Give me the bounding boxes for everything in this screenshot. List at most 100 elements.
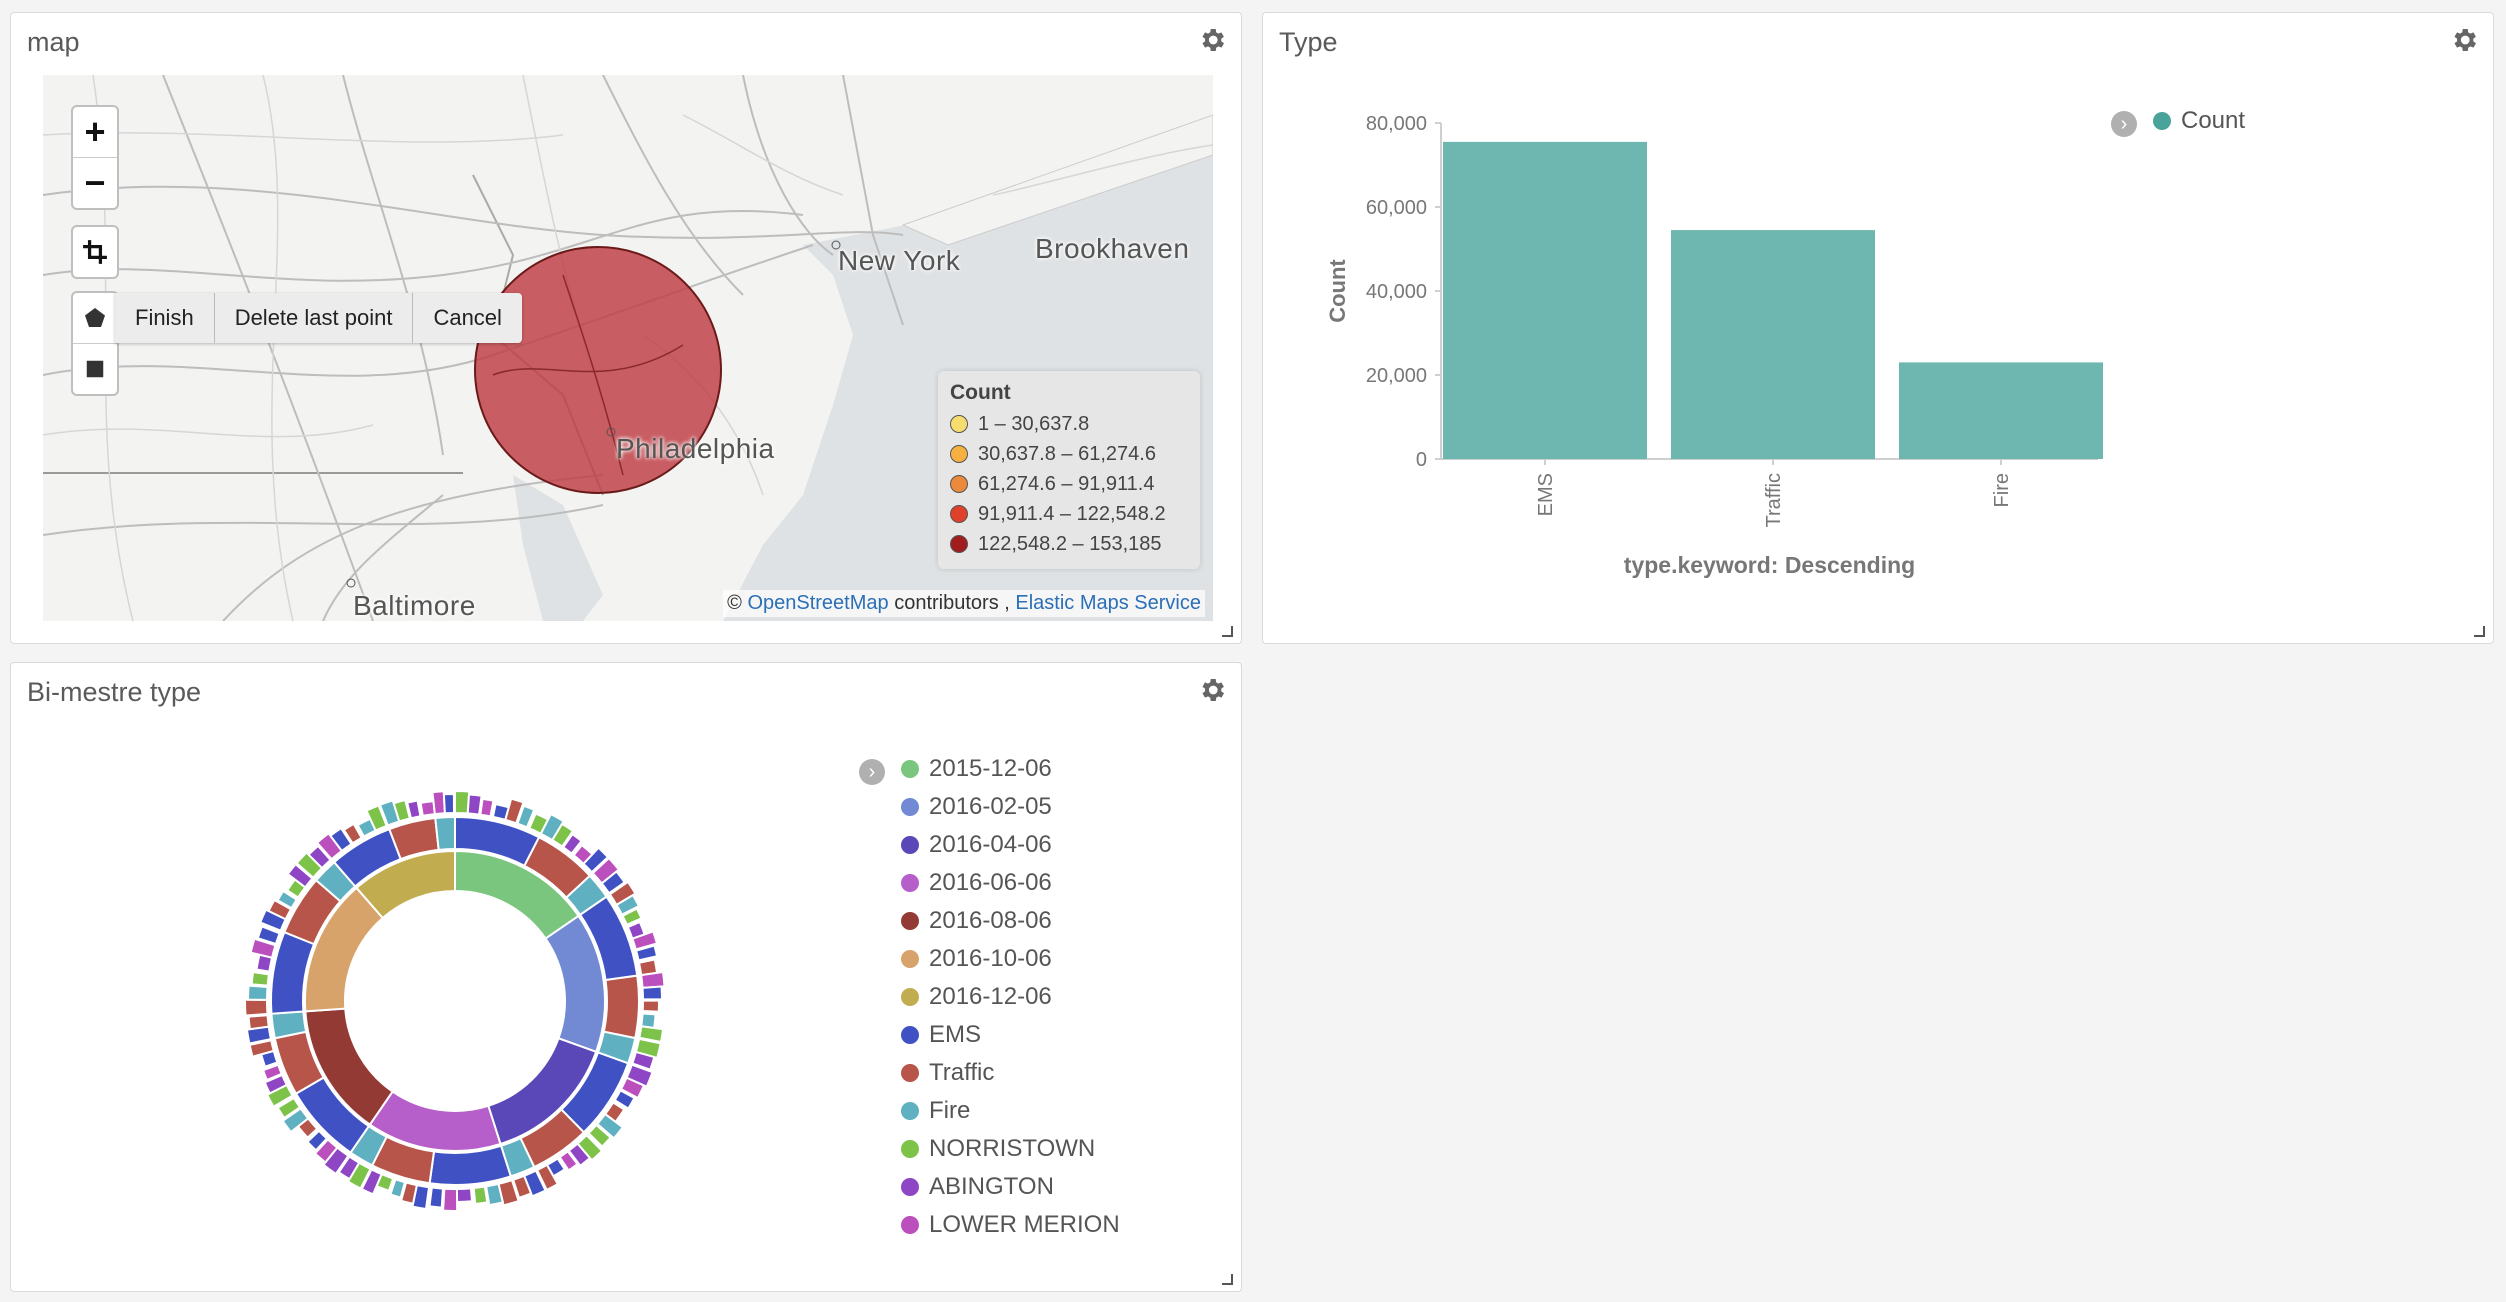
- gear-icon[interactable]: [1197, 25, 1227, 55]
- donut-slice-outer[interactable]: [479, 797, 495, 818]
- donut-slice-outer[interactable]: [337, 1155, 361, 1181]
- delete-last-point-button[interactable]: Delete last point: [213, 293, 413, 343]
- donut-slice-outer[interactable]: [392, 798, 412, 823]
- donut-slice-outer[interactable]: [246, 984, 269, 1001]
- donut-slice-outer[interactable]: [582, 846, 610, 874]
- donut-slice-outer[interactable]: [328, 826, 353, 853]
- donut-slice-outer[interactable]: [621, 907, 643, 927]
- donut-slice-outer[interactable]: [455, 1187, 474, 1203]
- finish-button[interactable]: Finish: [135, 305, 194, 330]
- donut-slice-outer[interactable]: [619, 1076, 646, 1100]
- donut-slice-outer[interactable]: [641, 999, 661, 1013]
- legend-item[interactable]: 2016-06-06: [901, 869, 1052, 897]
- donut-slice-outer[interactable]: [600, 870, 627, 895]
- ems-link[interactable]: Elastic Maps Service: [1015, 592, 1201, 614]
- resize-handle-icon[interactable]: [1221, 625, 1233, 637]
- square-icon: [86, 360, 104, 378]
- gear-icon[interactable]: [1197, 675, 1227, 705]
- donut-slice-outer[interactable]: [399, 1181, 419, 1205]
- bar-traffic[interactable]: [1671, 230, 1875, 459]
- legend-item[interactable]: LOWER MERION: [901, 1211, 1120, 1239]
- donut-slice-outer[interactable]: [256, 925, 281, 946]
- legend-item[interactable]: 2016-08-06: [901, 907, 1052, 935]
- donut-slice-outer[interactable]: [638, 1025, 665, 1044]
- donut-slice-outer[interactable]: [306, 1129, 329, 1152]
- crop-icon[interactable]: [73, 227, 117, 277]
- donut-slice-outer[interactable]: [615, 893, 641, 917]
- donut-slice-outer[interactable]: [613, 1089, 636, 1110]
- legend-item[interactable]: EMS: [901, 1021, 981, 1049]
- legend-toggle-icon[interactable]: ›: [2111, 111, 2137, 137]
- aggregation-circle[interactable]: [474, 246, 722, 494]
- legend-item[interactable]: 2015-12-06: [901, 755, 1052, 783]
- donut-slice-outer[interactable]: [276, 889, 299, 910]
- donut-slice-outer[interactable]: [634, 944, 659, 962]
- donut-slice-outer[interactable]: [261, 1063, 284, 1082]
- bar-ems[interactable]: [1443, 141, 1647, 459]
- legend-item[interactable]: 2016-02-05: [901, 793, 1052, 821]
- legend-item[interactable]: Traffic: [901, 1059, 994, 1087]
- donut-slice-outer[interactable]: [442, 792, 455, 815]
- donut-slice-outer[interactable]: [550, 822, 575, 848]
- donut-slice-outer[interactable]: [641, 985, 664, 1001]
- donut-slice-outer[interactable]: [267, 898, 293, 921]
- zoom-in-button[interactable]: +: [73, 107, 117, 158]
- legend-item[interactable]: ABINGTON: [901, 1173, 1054, 1201]
- map-view[interactable]: New York Brookhaven Philadelphia Baltimo…: [43, 75, 1213, 621]
- donut-slice-outer[interactable]: [248, 1039, 275, 1058]
- donut-slice-outer[interactable]: [640, 970, 666, 989]
- donut-slice-outer[interactable]: [342, 822, 363, 845]
- donut-slice-outer[interactable]: [428, 1186, 445, 1209]
- cancel-button[interactable]: Cancel: [412, 293, 521, 343]
- donut-slice-middle[interactable]: [434, 815, 456, 851]
- draw-polygon-button[interactable]: [73, 293, 117, 344]
- osm-link[interactable]: OpenStreetMap: [747, 592, 889, 614]
- donut-slice-middle[interactable]: [428, 1144, 513, 1186]
- donut-slice-outer[interactable]: [263, 1073, 289, 1095]
- donut-slice-middle[interactable]: [602, 974, 640, 1040]
- donut-slice-outer[interactable]: [587, 1123, 613, 1149]
- donut-slice-outer[interactable]: [389, 1178, 407, 1199]
- donut-slice-outer[interactable]: [485, 1182, 505, 1207]
- resize-handle-icon[interactable]: [2473, 625, 2485, 637]
- donut-slice-outer[interactable]: [360, 1168, 383, 1196]
- donut-slice-outer[interactable]: [472, 1185, 489, 1206]
- donut-slice-outer[interactable]: [567, 1142, 592, 1168]
- donut-slice-outer[interactable]: [535, 1163, 560, 1192]
- legend-item-count[interactable]: Count: [2153, 107, 2245, 135]
- donut-slice-outer[interactable]: [516, 804, 536, 829]
- donut-slice-outer[interactable]: [631, 1050, 656, 1072]
- gear-icon[interactable]: [2449, 25, 2479, 55]
- donut-slice-outer[interactable]: [466, 793, 483, 816]
- donut-slice-outer[interactable]: [561, 832, 583, 855]
- legend-swatch: [901, 912, 919, 930]
- donut-slice-outer[interactable]: [249, 937, 277, 959]
- donut-slice-outer[interactable]: [558, 1149, 579, 1172]
- zoom-out-button[interactable]: −: [84, 162, 106, 203]
- donut-slice-outer[interactable]: [307, 844, 332, 870]
- donut-slice-outer[interactable]: [406, 799, 422, 820]
- donut-slice-outer[interactable]: [511, 1174, 533, 1200]
- legend-item[interactable]: 2016-04-06: [901, 831, 1052, 859]
- donut-slice-outer[interactable]: [631, 930, 659, 951]
- donut-slice-outer[interactable]: [504, 797, 525, 825]
- donut-slice-outer[interactable]: [247, 1014, 270, 1031]
- donut-slice-outer[interactable]: [276, 1096, 302, 1120]
- legend-toggle-icon[interactable]: ›: [859, 759, 885, 785]
- legend-item[interactable]: NORRISTOWN: [901, 1135, 1095, 1163]
- donut-slice-outer[interactable]: [595, 1112, 625, 1140]
- donut-slice-outer[interactable]: [286, 862, 314, 889]
- bar-fire[interactable]: [1899, 362, 2103, 459]
- donut-slice-inner[interactable]: [355, 849, 456, 920]
- donut-slice-outer[interactable]: [365, 804, 388, 832]
- donut-slice-outer[interactable]: [250, 970, 271, 987]
- donut-slice-outer[interactable]: [244, 998, 269, 1017]
- donut-slice-outer[interactable]: [442, 1187, 459, 1212]
- legend-item[interactable]: 2016-12-06: [901, 983, 1052, 1011]
- resize-handle-icon[interactable]: [1221, 1273, 1233, 1285]
- legend-item[interactable]: Fire: [901, 1097, 970, 1125]
- draw-rectangle-button[interactable]: [73, 344, 117, 394]
- donut-slice-outer[interactable]: [313, 1138, 339, 1164]
- donut-slice-outer[interactable]: [281, 1107, 310, 1134]
- legend-item[interactable]: 2016-10-06: [901, 945, 1052, 973]
